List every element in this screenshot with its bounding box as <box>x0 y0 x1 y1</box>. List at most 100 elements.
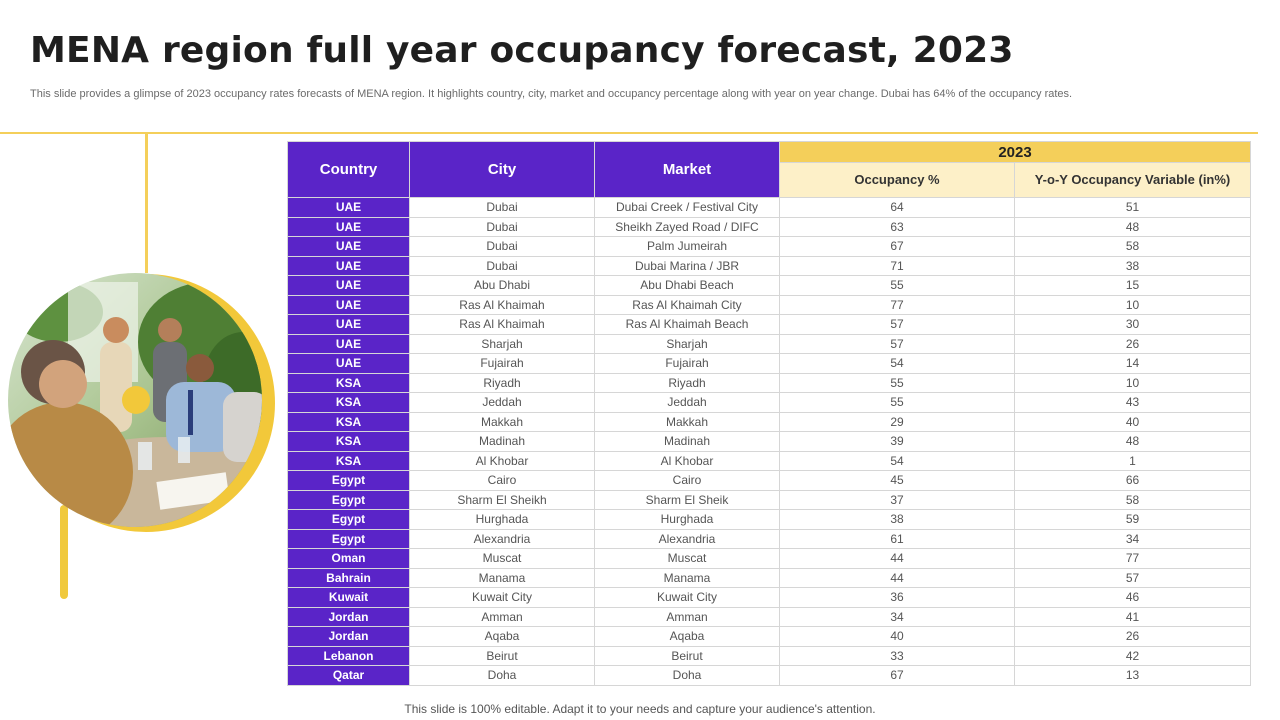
cell-country: UAE <box>287 314 410 335</box>
cell-city: Hurghada <box>409 509 595 530</box>
table-row: UAE Abu Dhabi Abu Dhabi Beach 55 15 <box>287 275 1251 296</box>
cell-yoy: 42 <box>1014 645 1251 666</box>
cell-city: Manama <box>409 567 595 588</box>
divider-line <box>0 132 1258 134</box>
cell-city: Amman <box>409 606 595 627</box>
cell-yoy: 77 <box>1014 548 1251 569</box>
cell-market: Al Khobar <box>594 450 780 471</box>
cell-yoy: 15 <box>1014 275 1251 296</box>
cell-market: Manama <box>594 567 780 588</box>
cell-city: Al Khobar <box>409 450 595 471</box>
cell-yoy: 40 <box>1014 411 1251 432</box>
cell-yoy: 41 <box>1014 606 1251 627</box>
table-row: UAE Dubai Dubai Marina / JBR 71 38 <box>287 255 1251 276</box>
cell-yoy: 10 <box>1014 372 1251 393</box>
cell-city: Dubai <box>409 255 595 276</box>
table-row: UAE Ras Al Khaimah Ras Al Khaimah City 77 10 <box>287 294 1251 315</box>
business-meeting-photo <box>8 272 276 534</box>
cell-market: Cairo <box>594 470 780 491</box>
table-row: Egypt Hurghada Hurghada 38 59 <box>287 509 1251 530</box>
cell-occupancy: 61 <box>779 528 1015 549</box>
decorative-yellow-bar <box>60 505 68 599</box>
cell-country: UAE <box>287 275 410 296</box>
cell-market: Dubai Marina / JBR <box>594 255 780 276</box>
cell-occupancy: 36 <box>779 587 1015 608</box>
table-row: KSA Jeddah Jeddah 55 43 <box>287 392 1251 413</box>
cell-yoy: 46 <box>1014 587 1251 608</box>
cell-market: Ras Al Khaimah City <box>594 294 780 315</box>
cell-country: Jordan <box>287 606 410 627</box>
cell-yoy: 26 <box>1014 333 1251 354</box>
header-year: 2023 <box>779 141 1251 163</box>
cell-market: Fujairah <box>594 353 780 374</box>
table-row: Oman Muscat Muscat 44 77 <box>287 548 1251 569</box>
cell-occupancy: 55 <box>779 392 1015 413</box>
cell-yoy: 59 <box>1014 509 1251 530</box>
table-row: Kuwait Kuwait City Kuwait City 36 46 <box>287 587 1251 608</box>
cell-yoy: 1 <box>1014 450 1251 471</box>
table-body: UAE Dubai Dubai Creek / Festival City 64 51 U… <box>287 197 1251 686</box>
cell-city: Ras Al Khaimah <box>409 314 595 335</box>
cell-country: Lebanon <box>287 645 410 666</box>
header-city: City <box>409 141 595 198</box>
cell-occupancy: 57 <box>779 314 1015 335</box>
cell-yoy: 43 <box>1014 392 1251 413</box>
table-row: Egypt Alexandria Alexandria 61 34 <box>287 528 1251 549</box>
cell-city: Dubai <box>409 216 595 237</box>
cell-occupancy: 55 <box>779 372 1015 393</box>
slide-title: MENA region full year occupancy forecast… <box>30 30 1014 71</box>
cell-occupancy: 29 <box>779 411 1015 432</box>
cell-city: Aqaba <box>409 626 595 647</box>
table-row: UAE Sharjah Sharjah 57 26 <box>287 333 1251 354</box>
cell-yoy: 58 <box>1014 236 1251 257</box>
cell-occupancy: 34 <box>779 606 1015 627</box>
table-row: KSA Makkah Makkah 29 40 <box>287 411 1251 432</box>
cell-market: Sheikh Zayed Road / DIFC <box>594 216 780 237</box>
cell-market: Alexandria <box>594 528 780 549</box>
cell-market: Amman <box>594 606 780 627</box>
cell-country: Kuwait <box>287 587 410 608</box>
cell-city: Fujairah <box>409 353 595 374</box>
cell-market: Madinah <box>594 431 780 452</box>
cell-market: Jeddah <box>594 392 780 413</box>
footer-text: This slide is 100% editable. Adapt it to… <box>404 702 876 716</box>
table-row: KSA Riyadh Riyadh 55 10 <box>287 372 1251 393</box>
table-row: UAE Dubai Dubai Creek / Festival City 64 51 <box>287 197 1251 218</box>
table-row: UAE Fujairah Fujairah 54 14 <box>287 353 1251 374</box>
cell-market: Beirut <box>594 645 780 666</box>
table-row: Jordan Amman Amman 34 41 <box>287 606 1251 627</box>
header-country: Country <box>287 141 410 198</box>
table-row: UAE Ras Al Khaimah Ras Al Khaimah Beach 57 3… <box>287 314 1251 335</box>
cell-yoy: 10 <box>1014 294 1251 315</box>
cell-yoy: 34 <box>1014 528 1251 549</box>
cell-city: Madinah <box>409 431 595 452</box>
slide-footer: This slide is 100% editable. Adapt it to… <box>0 702 1280 716</box>
cell-occupancy: 38 <box>779 509 1015 530</box>
cell-city: Riyadh <box>409 372 595 393</box>
cell-occupancy: 57 <box>779 333 1015 354</box>
cell-market: Kuwait City <box>594 587 780 608</box>
cell-occupancy: 39 <box>779 431 1015 452</box>
cell-market: Riyadh <box>594 372 780 393</box>
cell-city: Alexandria <box>409 528 595 549</box>
cell-city: Dubai <box>409 197 595 218</box>
table-row: KSA Al Khobar Al Khobar 54 1 <box>287 450 1251 471</box>
cell-country: UAE <box>287 333 410 354</box>
cell-country: Bahrain <box>287 567 410 588</box>
cell-market: Sharjah <box>594 333 780 354</box>
cell-occupancy: 44 <box>779 548 1015 569</box>
cell-yoy: 58 <box>1014 489 1251 510</box>
cell-city: Dubai <box>409 236 595 257</box>
cell-yoy: 66 <box>1014 470 1251 491</box>
occupancy-table: Country City Market 2023 Occupancy % Y-o… <box>287 141 1251 686</box>
cell-country: UAE <box>287 353 410 374</box>
cell-market: Dubai Creek / Festival City <box>594 197 780 218</box>
cell-city: Jeddah <box>409 392 595 413</box>
cell-occupancy: 77 <box>779 294 1015 315</box>
cell-occupancy: 54 <box>779 353 1015 374</box>
cell-occupancy: 44 <box>779 567 1015 588</box>
cell-country: Egypt <box>287 470 410 491</box>
cell-country: Egypt <box>287 509 410 530</box>
table-row: UAE Dubai Sheikh Zayed Road / DIFC 63 48 <box>287 216 1251 237</box>
table-row: Lebanon Beirut Beirut 33 42 <box>287 645 1251 666</box>
